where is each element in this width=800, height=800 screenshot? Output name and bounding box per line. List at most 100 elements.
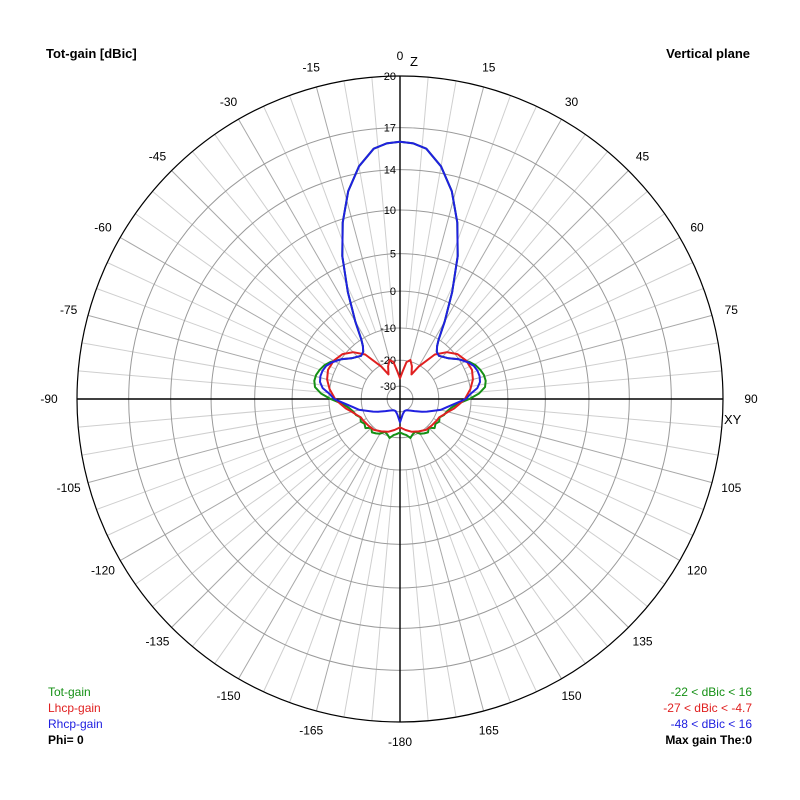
grid-spoke-minor: [96, 288, 334, 376]
grid-spoke-minor: [411, 80, 457, 330]
range-rhcp-gain: -48 < dBic < 16: [670, 717, 752, 731]
max-gain-label: Max gain The:0: [665, 733, 752, 747]
grid-spoke-minor: [470, 404, 722, 428]
angle-label: -15: [303, 61, 321, 75]
angle-label: -120: [91, 564, 115, 578]
grid-spoke-major: [433, 237, 680, 381]
phi-label: Phi= 0: [48, 733, 84, 747]
grid-spoke-minor: [466, 422, 704, 510]
angle-label: -150: [216, 689, 240, 703]
grid-spoke-minor: [429, 463, 537, 692]
grid-spoke-major: [120, 237, 367, 381]
grid-spoke-minor: [107, 262, 336, 370]
angle-label: 135: [633, 635, 653, 649]
grid-spoke-major: [418, 119, 562, 366]
grid-spoke-major: [238, 119, 382, 366]
angle-label: -30: [220, 95, 238, 109]
radial-label: 14: [384, 165, 396, 177]
grid-spoke-minor: [289, 465, 377, 703]
grid-spoke-minor: [440, 134, 586, 342]
angle-label: 90: [744, 392, 758, 406]
angle-label: -60: [94, 221, 112, 235]
grid-spoke-major: [120, 417, 367, 561]
angle-label: -135: [145, 635, 169, 649]
grid-spoke-minor: [214, 134, 360, 342]
grid-spoke-major: [418, 432, 562, 679]
grid-spoke-minor: [152, 190, 346, 354]
series-curve-rhcp-gain: [319, 140, 481, 424]
radial-labels: 20 17 14 10 5 0 -10 -20 -30: [380, 71, 396, 393]
series-curve-lhcp-gain: [326, 351, 474, 433]
grid-spoke-minor: [96, 422, 334, 510]
grid-spoke-minor: [135, 439, 343, 585]
grid-spoke-major: [315, 86, 391, 362]
legend-item-rhcp-gain: Rhcp-gain: [48, 717, 103, 731]
grid-spoke-major: [238, 432, 382, 679]
grid-spoke-major: [87, 408, 363, 484]
grid-spoke-major: [437, 314, 713, 390]
legend: Tot-gain Lhcp-gain Rhcp-gain Phi= 0: [48, 684, 103, 748]
plane-label: Vertical plane: [666, 46, 750, 61]
grid-spoke-minor: [423, 465, 511, 703]
legend-item-tot-gain: Tot-gain: [48, 685, 91, 699]
angle-label: -45: [149, 149, 167, 163]
grid-spoke-minor: [81, 342, 331, 388]
radial-label: -10: [380, 323, 396, 335]
angle-label: 75: [725, 303, 739, 317]
angle-label: -165: [299, 723, 323, 737]
radial-label: 10: [384, 205, 396, 217]
grid-spoke-minor: [263, 463, 371, 692]
angle-label: 165: [479, 723, 499, 737]
grid-spoke-minor: [263, 106, 371, 335]
radial-label: -20: [380, 355, 396, 367]
grid-spoke-minor: [371, 469, 395, 721]
grid-spoke-minor: [343, 80, 389, 330]
grid-spoke-minor: [454, 444, 648, 608]
grid-spoke-minor: [445, 151, 609, 345]
angle-label: 150: [561, 689, 581, 703]
grid-spoke-minor: [464, 262, 693, 370]
grid-spoke-minor: [469, 342, 719, 388]
grid-spoke-minor: [469, 410, 719, 456]
radial-label: 5: [390, 249, 396, 261]
grid-spoke-minor: [405, 469, 429, 721]
grid-spoke-minor: [81, 410, 331, 456]
axis-name-z: Z: [410, 54, 418, 69]
polar-axes: [77, 76, 723, 722]
grid-spoke-minor: [371, 77, 395, 329]
grid-spoke-major: [171, 426, 373, 628]
grid-spoke-minor: [191, 151, 355, 345]
angle-label: 45: [636, 149, 650, 163]
grid-spoke-major: [437, 408, 713, 484]
grid-spoke-major: [315, 436, 391, 712]
grid-spoke-minor: [343, 468, 389, 718]
angle-label: -105: [57, 481, 81, 495]
grid-spoke-minor: [466, 288, 704, 376]
radial-label: 0: [390, 286, 396, 298]
angle-label: 30: [565, 95, 579, 109]
grid-spoke-minor: [445, 453, 609, 647]
grid-spoke-minor: [457, 439, 665, 585]
grid-spoke-minor: [423, 95, 511, 333]
grid-spoke-minor: [429, 106, 537, 335]
grid-spoke-minor: [289, 95, 377, 333]
grid-spoke-major: [427, 170, 629, 372]
grid-spoke-minor: [152, 444, 346, 608]
angle-label: -180: [388, 735, 412, 749]
radial-label: 20: [384, 71, 396, 83]
grid-spoke-minor: [78, 370, 330, 394]
angle-label: 105: [721, 481, 741, 495]
angle-label: 60: [690, 221, 704, 235]
angle-label: -75: [60, 303, 78, 317]
chart-title: Tot-gain [dBic]: [46, 46, 137, 61]
grid-spoke-minor: [470, 370, 722, 394]
grid-spoke-minor: [191, 453, 355, 647]
range-lhcp-gain: -27 < dBic < -4.7: [663, 701, 752, 715]
range-tot-gain: -22 < dBic < 16: [670, 685, 752, 699]
radial-label: 17: [384, 123, 396, 135]
grid-spoke-major: [87, 314, 363, 390]
grid-spoke-minor: [440, 456, 586, 664]
axis-name-xy: XY: [724, 412, 742, 427]
grid-spoke-minor: [464, 428, 693, 536]
